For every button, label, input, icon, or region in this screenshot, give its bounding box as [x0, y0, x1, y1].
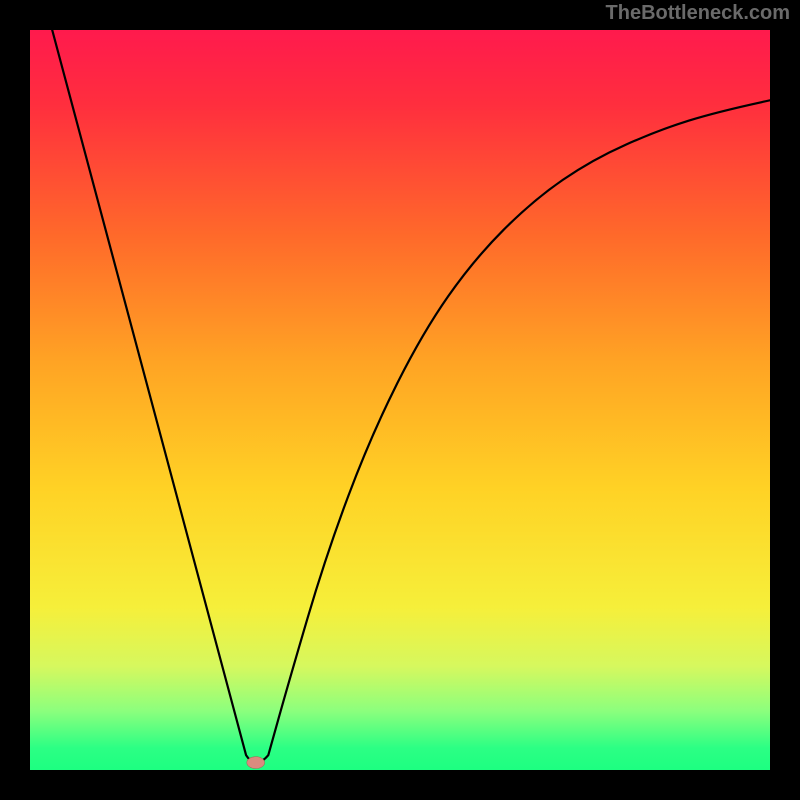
attribution-text: TheBottleneck.com: [606, 2, 790, 25]
gradient-background: [30, 30, 770, 770]
plot-area: [30, 30, 770, 770]
vertex-marker: [247, 757, 265, 769]
chart-frame: TheBottleneck.com: [0, 0, 800, 800]
plot-svg: [30, 30, 770, 770]
